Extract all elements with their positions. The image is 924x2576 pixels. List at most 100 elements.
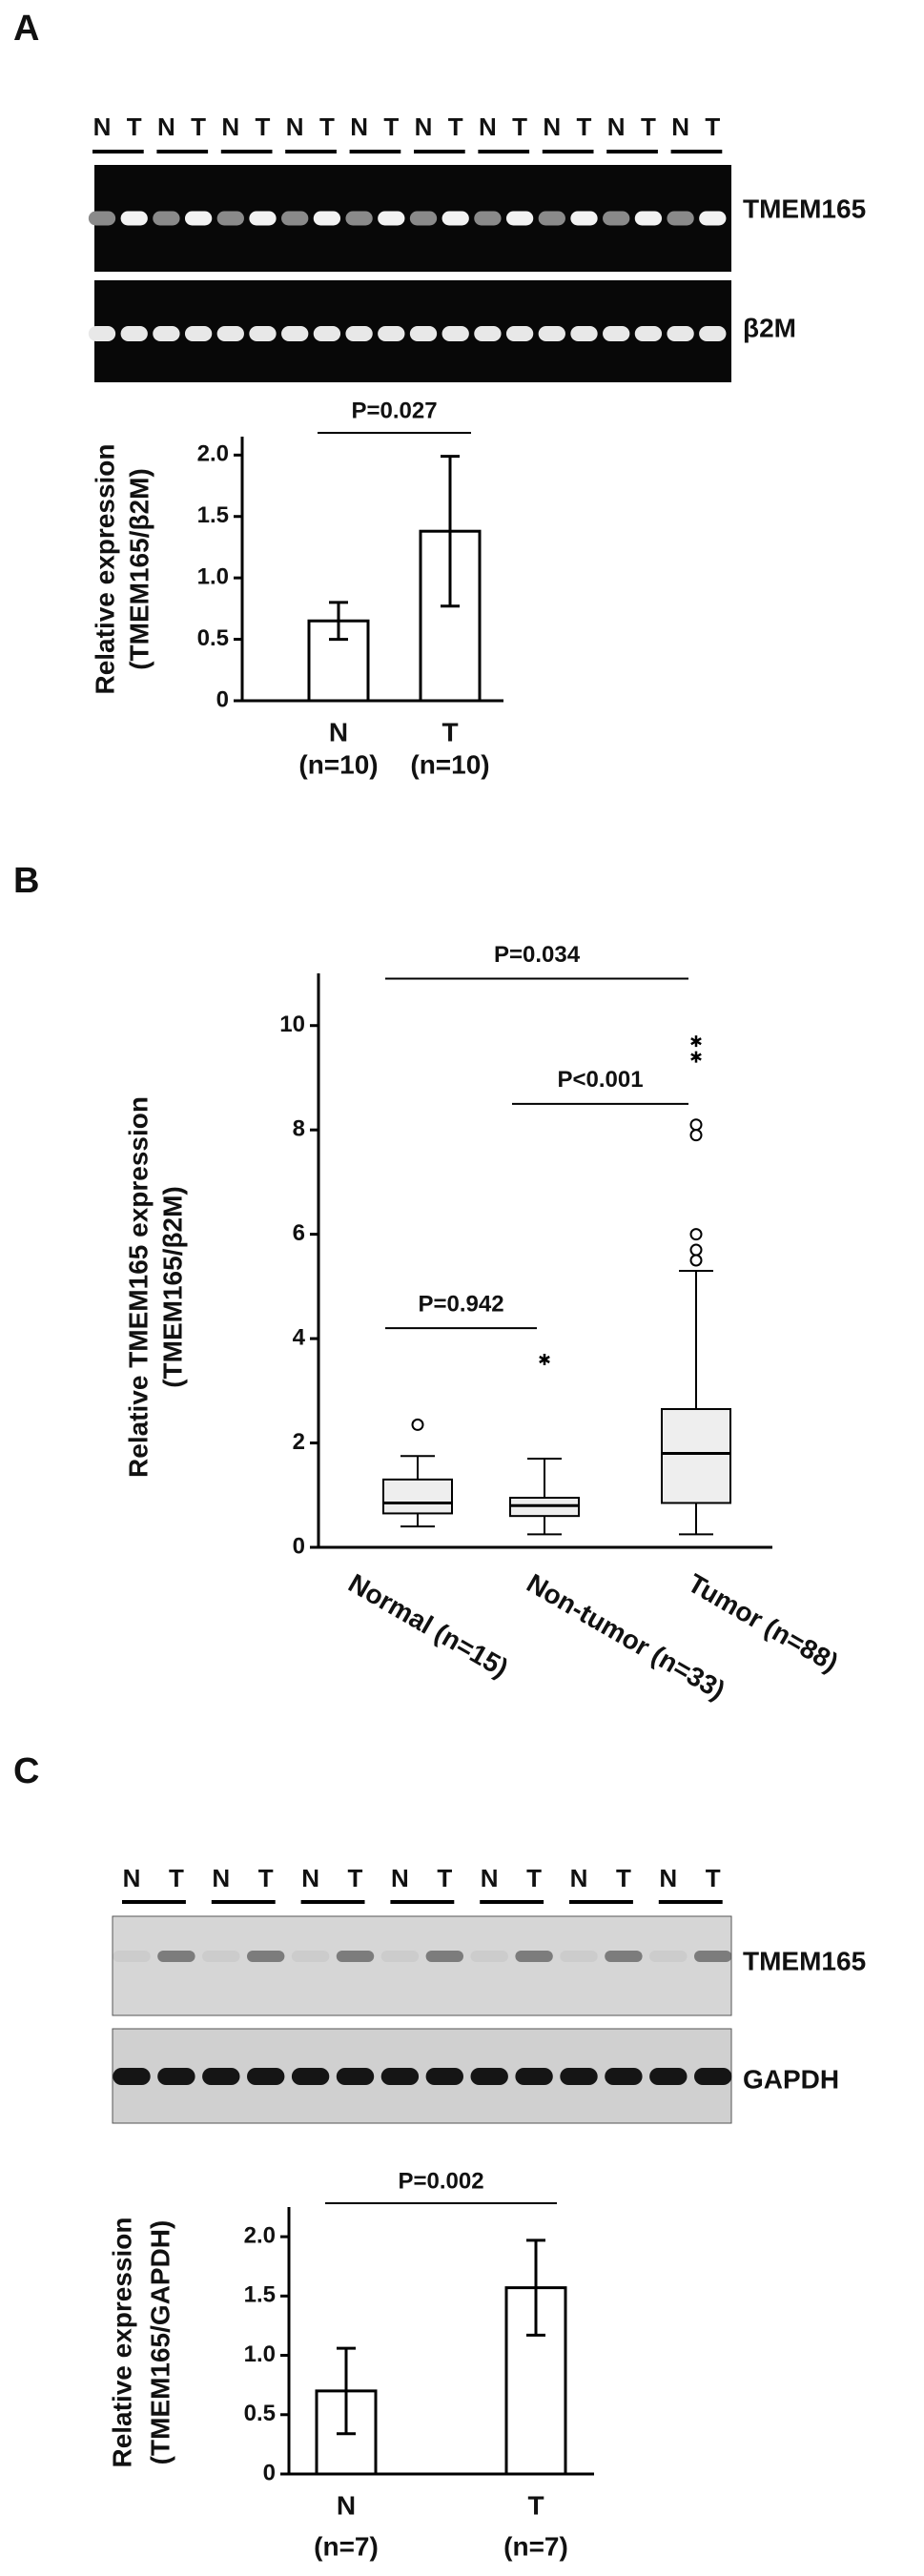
band [634, 211, 663, 226]
lane-label: N [415, 112, 433, 141]
lane-label: T [706, 1864, 721, 1892]
lane-label: N [123, 1864, 141, 1892]
y-axis-label: Relative expression [107, 2217, 136, 2467]
lane-label: N [301, 1864, 319, 1892]
band [603, 326, 630, 341]
band [281, 326, 309, 341]
band [474, 211, 502, 226]
band [538, 211, 565, 226]
extreme-point [690, 1051, 702, 1063]
y-tick-label: 8 [293, 1116, 305, 1142]
band [634, 326, 663, 341]
box [382, 1478, 453, 1515]
panel-label: C [13, 1751, 39, 1791]
lane-label: N [671, 112, 689, 141]
band [409, 211, 438, 226]
lane-label: T [258, 1864, 274, 1892]
lane-label: T [319, 112, 335, 141]
y-axis-label: (TMEM165/β2M) [157, 1186, 187, 1388]
x-tick-label: T [441, 717, 458, 746]
x-tick-label: Tumor (n=88) [683, 1568, 843, 1678]
band [202, 1951, 240, 1962]
lane-label: N [479, 112, 497, 141]
band [336, 2068, 375, 2085]
lane-label: N [391, 1864, 409, 1892]
band [649, 1951, 688, 1962]
band [153, 326, 180, 341]
y-axis-label: Relative expression [90, 443, 119, 694]
band [249, 211, 277, 226]
band [699, 211, 727, 226]
band [560, 2068, 598, 2085]
band [667, 211, 694, 226]
band [88, 211, 116, 226]
lane-label: N [481, 1864, 499, 1892]
lane-label: N [286, 112, 304, 141]
band [247, 2068, 285, 2085]
band [216, 211, 244, 226]
lane-label: N [157, 112, 175, 141]
band [667, 326, 694, 341]
panel-label: B [13, 861, 39, 901]
band [378, 211, 405, 226]
band [216, 326, 244, 341]
lane-label: T [437, 1864, 452, 1892]
band [699, 326, 727, 341]
band [281, 211, 309, 226]
y-tick-label: 1.0 [197, 564, 229, 590]
lane-label: T [191, 112, 206, 141]
band [249, 326, 277, 341]
band [120, 211, 148, 226]
lane-label: T [383, 112, 399, 141]
p-value: P=0.034 [494, 942, 581, 968]
box [661, 1407, 731, 1504]
band [425, 1951, 463, 1962]
band [380, 2068, 420, 2085]
blot-label: TMEM165 [743, 194, 866, 223]
lane-label: T [256, 112, 271, 141]
y-tick-label: 10 [279, 1012, 305, 1037]
p-value: P=0.942 [418, 1291, 503, 1317]
band [336, 1951, 375, 1962]
y-tick-label: 1.5 [197, 502, 229, 528]
band [560, 1951, 598, 1962]
band [605, 2068, 643, 2085]
band [380, 1951, 420, 1962]
band [441, 326, 469, 341]
outlier [689, 1129, 703, 1142]
band [313, 211, 341, 226]
band [184, 211, 213, 226]
band [474, 326, 502, 341]
outlier [689, 1243, 703, 1257]
x-sublabel: (n=10) [410, 749, 489, 779]
lane-label: N [93, 112, 112, 141]
y-axis-label: (TMEM165/β2M) [124, 468, 154, 670]
x-sublabel: (n=7) [314, 2531, 379, 2561]
lane-label: N [607, 112, 626, 141]
panel-label: A [13, 9, 39, 49]
blot-label: GAPDH [743, 2064, 839, 2094]
band [313, 326, 341, 341]
blot-label: TMEM165 [743, 1946, 866, 1975]
lane-label: N [570, 1864, 588, 1892]
x-sublabel: (n=7) [503, 2531, 568, 2561]
band [345, 326, 373, 341]
band [291, 2068, 330, 2085]
y-tick-label: 2 [293, 1429, 305, 1455]
band [694, 1951, 732, 1962]
band [441, 211, 469, 226]
y-tick-label: 2.0 [197, 441, 229, 467]
outlier [689, 1228, 703, 1241]
band [538, 326, 565, 341]
band [157, 1951, 195, 1962]
lane-label: T [448, 112, 463, 141]
lane-label: T [641, 112, 656, 141]
lane-label: T [348, 1864, 363, 1892]
band [88, 326, 116, 341]
blot [112, 1915, 732, 2016]
band [515, 1951, 553, 1962]
band [113, 2068, 151, 2085]
band [345, 211, 373, 226]
band [425, 2068, 463, 2085]
lane-label: N [221, 112, 239, 141]
